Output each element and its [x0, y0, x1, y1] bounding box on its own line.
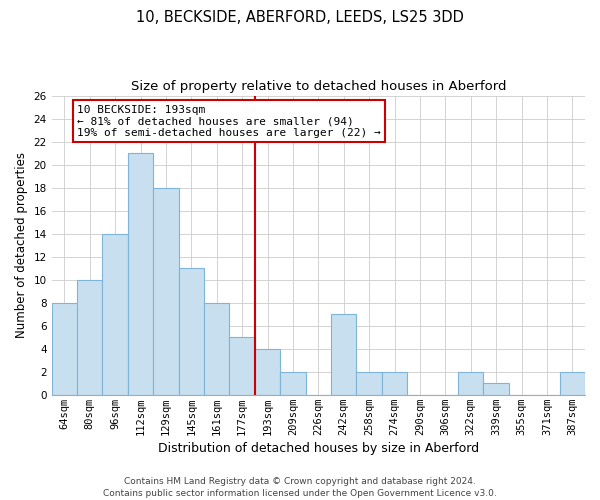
- Bar: [458, 372, 484, 395]
- Title: Size of property relative to detached houses in Aberford: Size of property relative to detached ho…: [131, 80, 506, 93]
- Bar: [356, 372, 382, 395]
- Bar: [331, 314, 356, 395]
- Bar: [77, 280, 103, 395]
- Bar: [382, 372, 407, 395]
- Text: 10, BECKSIDE, ABERFORD, LEEDS, LS25 3DD: 10, BECKSIDE, ABERFORD, LEEDS, LS25 3DD: [136, 10, 464, 25]
- Bar: [484, 384, 509, 395]
- Text: Contains HM Land Registry data © Crown copyright and database right 2024.
Contai: Contains HM Land Registry data © Crown c…: [103, 476, 497, 498]
- Bar: [204, 302, 229, 395]
- X-axis label: Distribution of detached houses by size in Aberford: Distribution of detached houses by size …: [158, 442, 479, 455]
- Bar: [52, 302, 77, 395]
- Bar: [255, 348, 280, 395]
- Y-axis label: Number of detached properties: Number of detached properties: [15, 152, 28, 338]
- Bar: [179, 268, 204, 395]
- Bar: [128, 153, 153, 395]
- Bar: [103, 234, 128, 395]
- Text: 10 BECKSIDE: 193sqm
← 81% of detached houses are smaller (94)
19% of semi-detach: 10 BECKSIDE: 193sqm ← 81% of detached ho…: [77, 105, 381, 138]
- Bar: [280, 372, 305, 395]
- Bar: [229, 337, 255, 395]
- Bar: [560, 372, 585, 395]
- Bar: [153, 188, 179, 395]
